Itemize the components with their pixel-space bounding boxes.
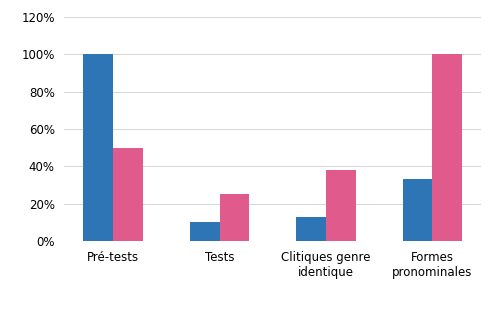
Bar bbox=[220, 194, 249, 241]
Legend: Sujet 1, Sujet 2: Sujet 1, Sujet 2 bbox=[202, 332, 344, 335]
Bar bbox=[433, 54, 462, 241]
Bar bbox=[83, 54, 113, 241]
Bar bbox=[326, 170, 356, 241]
Bar bbox=[113, 148, 143, 241]
Bar bbox=[190, 222, 220, 241]
Bar bbox=[296, 217, 326, 241]
Bar bbox=[403, 180, 433, 241]
